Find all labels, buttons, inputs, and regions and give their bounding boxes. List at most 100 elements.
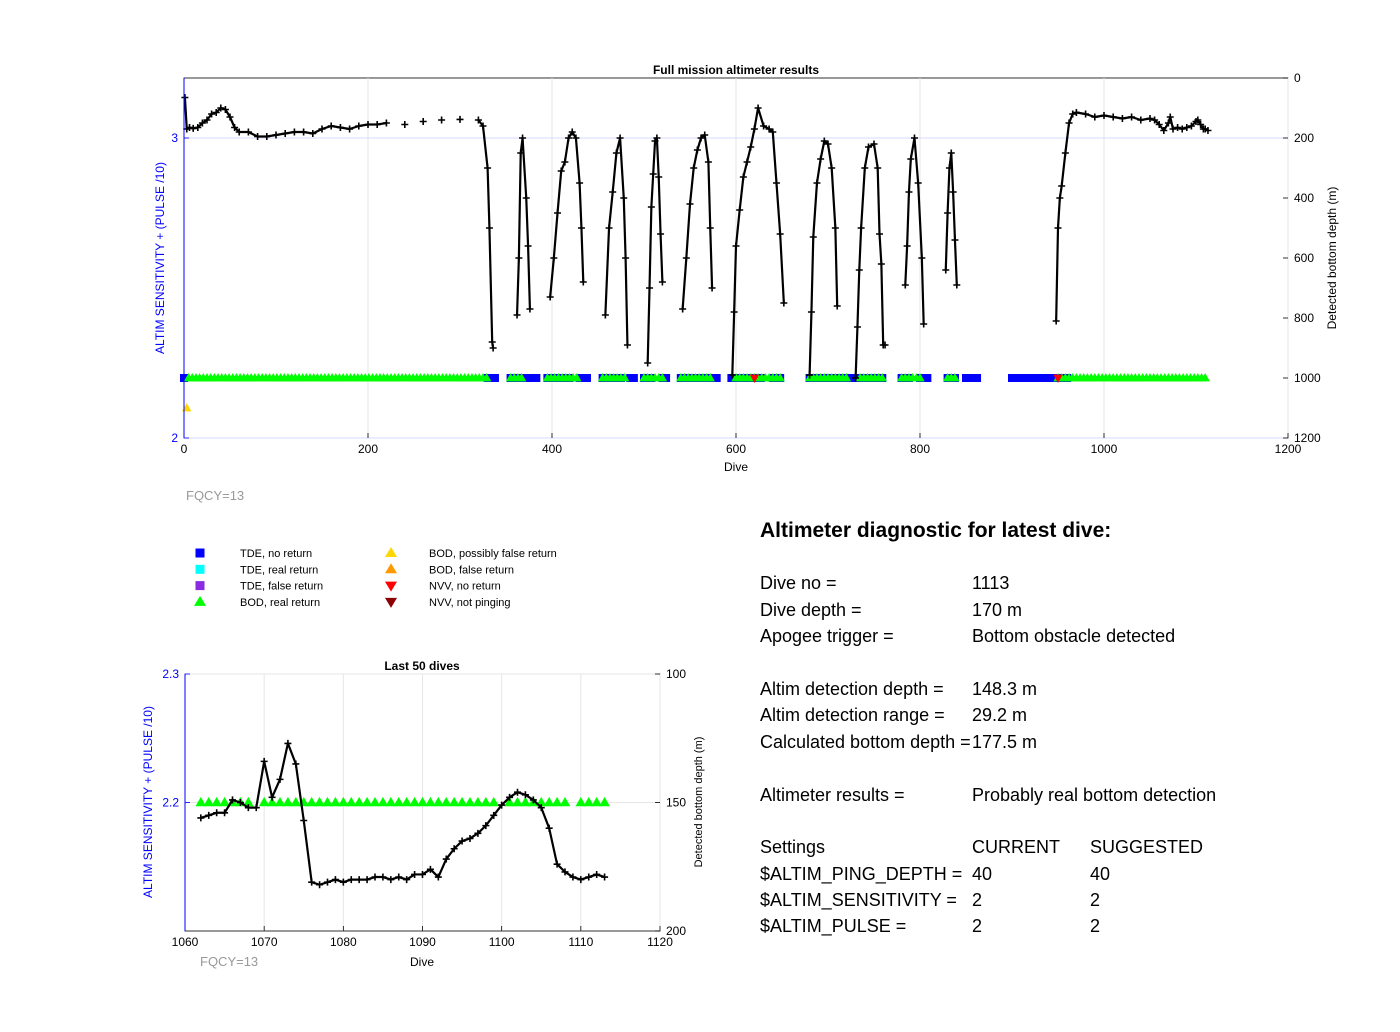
results-value: Probably real bottom detection [972, 784, 1217, 805]
depth-point [697, 134, 705, 142]
depth-point [373, 121, 381, 128]
depth-point [309, 130, 317, 137]
depth-point [903, 242, 911, 250]
marker-nvv-no-return [1053, 374, 1063, 383]
marker-bod-real-return [353, 796, 365, 807]
depth-point [181, 94, 189, 101]
y-right-tick-label: 150 [666, 796, 686, 810]
depth-point [1052, 317, 1060, 325]
depth-point [519, 134, 527, 142]
depth-point [874, 164, 882, 172]
chart1-markers [180, 373, 1210, 412]
depth-point [466, 834, 474, 842]
depth-point [568, 128, 576, 136]
depth-point [765, 125, 773, 133]
depth-point [609, 188, 617, 196]
depth-point [324, 878, 331, 886]
depth-point [622, 254, 630, 262]
marker-bod-real-return [705, 373, 715, 382]
depth-point [438, 116, 446, 124]
x-tick-label: 1090 [409, 935, 436, 949]
depth-point [1187, 122, 1195, 130]
legend-marker-triangle-down [385, 597, 397, 608]
apogee-row: Apogee trigger = Bottom obstacle detecte… [760, 623, 1360, 649]
depth-point [1204, 127, 1212, 134]
ping-depth-row: $ALTIM_PING_DEPTH = 40 40 [760, 861, 1360, 887]
current-header: CURRENT [972, 837, 1060, 858]
chart2-ylabel-right: Detected bottom depth (m) [693, 737, 705, 868]
x-tick-label: 1070 [251, 935, 278, 949]
y-right-tick-label: 400 [1294, 191, 1314, 205]
depth-point [706, 224, 714, 232]
depth-point [1194, 116, 1202, 124]
depth-point [221, 809, 229, 817]
marker-tde-no-return [490, 374, 499, 382]
depth-point [506, 793, 514, 801]
marker-tde-no-return [662, 374, 671, 382]
depth-point [263, 133, 271, 140]
depth-point [456, 115, 464, 123]
depth-point [1058, 182, 1066, 190]
full-mission-chart: 0 200 400 600 800 1000 1200 2 3 0 200 400 600 800 1000… [153, 63, 1339, 503]
x-tick-label: 1060 [172, 935, 199, 949]
chart2-title: Last 50 dives [384, 659, 460, 673]
marker-bod-real-return [877, 373, 887, 382]
calc-bottom-value: 177.5 m [972, 731, 1038, 752]
depth-point [197, 814, 205, 822]
depth-point [426, 865, 434, 873]
depth-point [231, 124, 239, 131]
depth-point [918, 254, 926, 262]
marker-bod-real-return [219, 796, 230, 807]
marker-bod-real-return [543, 796, 555, 807]
depth-point [1091, 113, 1099, 121]
depth-point [401, 121, 409, 128]
depth-point [229, 796, 236, 804]
marker-bod-real-return [480, 796, 492, 807]
depth-point [268, 793, 276, 801]
depth-point [861, 164, 869, 172]
depth-point [813, 179, 821, 187]
depth-point [612, 149, 620, 157]
depth-point [254, 133, 262, 140]
marker-bod-real-return [583, 796, 595, 807]
depth-point [953, 281, 961, 289]
marker-bod-real-return [345, 796, 357, 807]
depth-point [490, 811, 498, 819]
chart1-ticks: 0 200 400 600 800 1000 1200 2 3 0 200 400 600 800 1000… [171, 71, 1321, 456]
marker-bod-real-return [481, 373, 492, 382]
depth-point [704, 158, 712, 166]
y-left-tick-label: 2 [171, 431, 178, 445]
pulse-label: $ALTIM_PULSE = [760, 916, 907, 937]
marker-tde-no-return [582, 374, 591, 382]
marker-bod-real-return [775, 373, 785, 382]
depth-point [545, 824, 553, 832]
depth-point [205, 811, 213, 819]
depth-point [244, 804, 252, 812]
chart1-title: Full mission altimeter results [653, 63, 819, 77]
dive-depth-value: 170 m [972, 599, 1023, 620]
depth-point [554, 209, 562, 217]
dive-depth-row: Dive depth = 170 m [760, 597, 1360, 623]
depth-point [1155, 121, 1163, 128]
depth-point [806, 371, 814, 379]
legend-marker-square [195, 548, 205, 558]
x-tick-label: 1100 [489, 935, 515, 949]
depth-point [1056, 194, 1064, 202]
depth-point [346, 125, 354, 133]
depth-point [743, 158, 751, 166]
depth-point [732, 242, 740, 250]
y-right-tick-label: 200 [1294, 131, 1314, 145]
y-right-tick-label: 200 [666, 924, 686, 938]
depth-point [382, 119, 390, 127]
marker-tde-no-return [923, 374, 932, 382]
depth-point [485, 224, 493, 232]
marker-bod-real-return [409, 796, 420, 807]
depth-point [561, 868, 569, 876]
depth-point [947, 149, 955, 157]
x-tick-label: 600 [726, 442, 746, 456]
depth-point [730, 308, 738, 316]
marker-bod-real-return [575, 796, 587, 807]
depth-point [489, 344, 497, 352]
depth-point [864, 143, 872, 151]
marker-bod-real-return [433, 796, 444, 807]
